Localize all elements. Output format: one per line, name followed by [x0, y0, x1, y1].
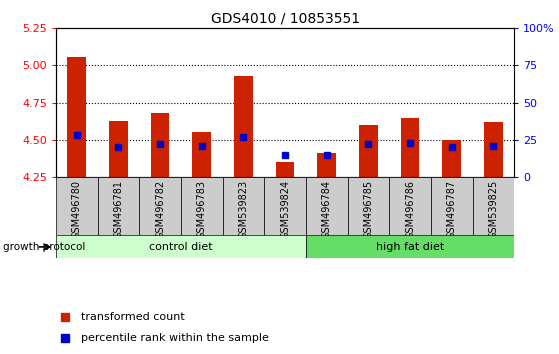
- Bar: [192, 132, 211, 177]
- Text: percentile rank within the sample: percentile rank within the sample: [81, 332, 269, 343]
- Bar: [442, 140, 461, 177]
- Bar: [68, 57, 86, 177]
- Bar: [109, 120, 128, 177]
- Text: GSM539823: GSM539823: [239, 180, 248, 239]
- Bar: [306, 235, 514, 258]
- Bar: [431, 177, 472, 235]
- Bar: [484, 122, 503, 177]
- Bar: [472, 177, 514, 235]
- Text: GSM496782: GSM496782: [155, 180, 165, 239]
- Text: GSM496785: GSM496785: [363, 180, 373, 239]
- Bar: [318, 153, 336, 177]
- Text: high fat diet: high fat diet: [376, 242, 444, 252]
- Bar: [348, 177, 389, 235]
- Text: GSM496786: GSM496786: [405, 180, 415, 239]
- Bar: [401, 118, 419, 177]
- Text: transformed count: transformed count: [81, 312, 185, 322]
- Bar: [264, 177, 306, 235]
- Bar: [389, 177, 431, 235]
- Text: GSM496781: GSM496781: [113, 180, 124, 239]
- Bar: [222, 177, 264, 235]
- Bar: [56, 235, 306, 258]
- Bar: [276, 162, 295, 177]
- Text: GSM496780: GSM496780: [72, 180, 82, 239]
- Text: GSM539825: GSM539825: [489, 180, 499, 239]
- Text: growth protocol: growth protocol: [3, 242, 85, 252]
- Text: GSM496787: GSM496787: [447, 180, 457, 239]
- Bar: [56, 177, 98, 235]
- Text: GSM539824: GSM539824: [280, 180, 290, 239]
- Bar: [151, 113, 169, 177]
- Bar: [306, 177, 348, 235]
- Text: GSM496784: GSM496784: [322, 180, 331, 239]
- Bar: [139, 177, 181, 235]
- Text: control diet: control diet: [149, 242, 213, 252]
- Bar: [98, 177, 139, 235]
- Text: GSM496783: GSM496783: [197, 180, 207, 239]
- Bar: [181, 177, 222, 235]
- Title: GDS4010 / 10853551: GDS4010 / 10853551: [211, 12, 359, 26]
- Bar: [234, 76, 253, 177]
- Bar: [359, 125, 378, 177]
